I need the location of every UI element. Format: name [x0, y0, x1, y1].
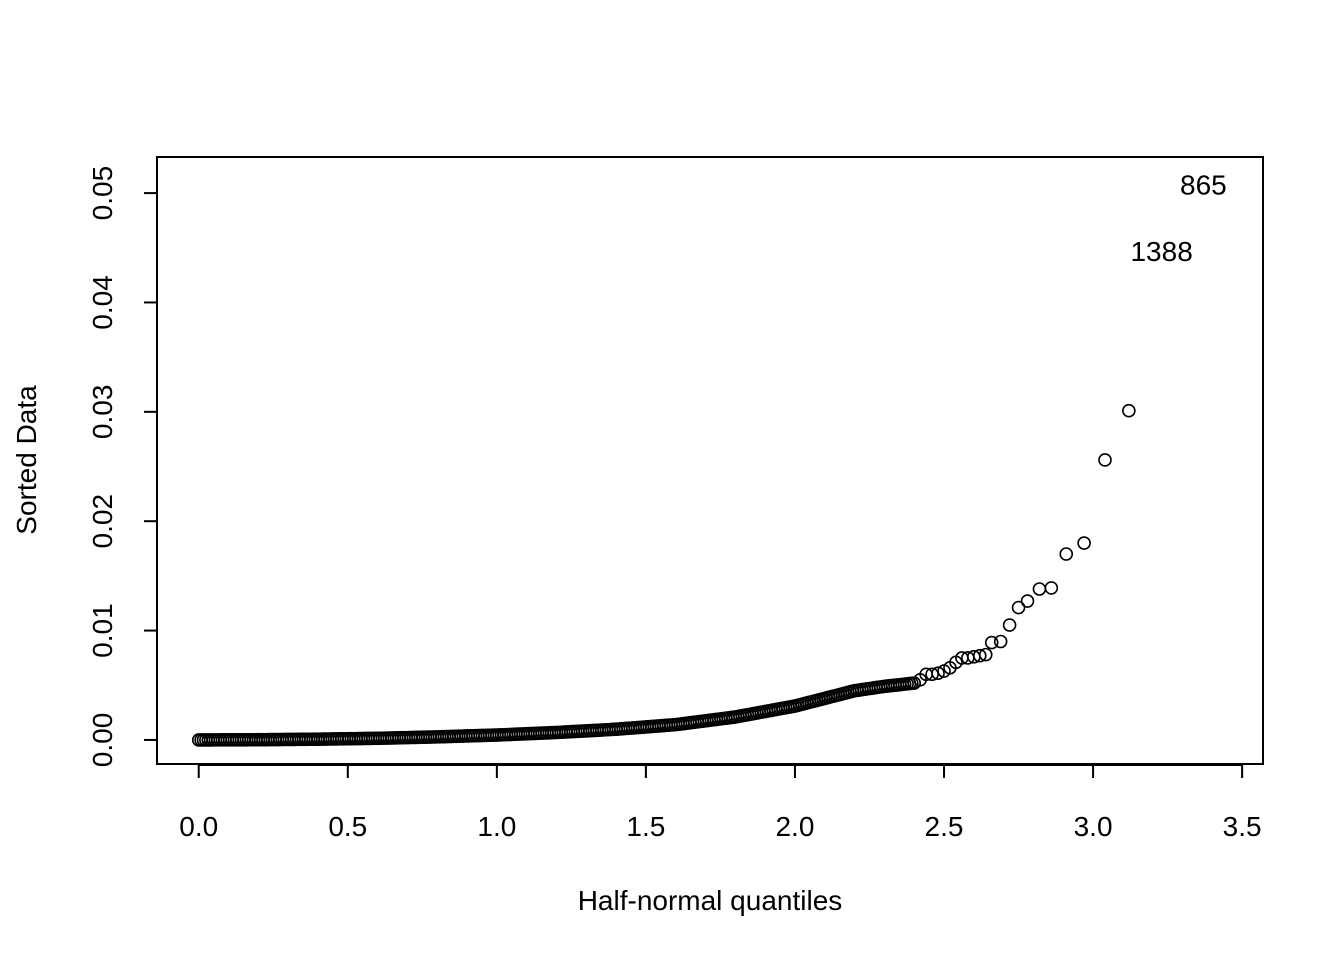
x-tick-label: 0.5 [328, 811, 367, 842]
point-annotation: 865 [1180, 169, 1227, 200]
data-point [984, 635, 999, 650]
data-points [191, 403, 1136, 747]
data-point [993, 634, 1008, 649]
data-point [972, 648, 987, 663]
data-point [1122, 403, 1136, 418]
y-tick-label: 0.05 [87, 166, 118, 221]
data-point [1059, 547, 1074, 561]
x-tick-label: 0.0 [179, 811, 218, 842]
x-axis: 0.0 0.5 1.0 1.5 2.0 2.5 3.0 3.5 [179, 764, 1262, 842]
x-tick-label: 2.5 [925, 811, 964, 842]
data-point [978, 647, 993, 662]
y-axis-label: Sorted Data [11, 385, 42, 535]
x-tick-label: 1.0 [477, 811, 516, 842]
y-tick-label: 0.04 [87, 275, 118, 330]
x-tick-label: 1.5 [626, 811, 665, 842]
x-tick-label: 3.5 [1223, 811, 1262, 842]
data-point [931, 666, 945, 681]
data-point [1020, 594, 1035, 608]
y-tick-label: 0.01 [87, 603, 118, 658]
data-point [1011, 600, 1026, 615]
data-point [1077, 536, 1091, 550]
data-point [1098, 453, 1112, 467]
x-tick-label: 3.0 [1074, 811, 1113, 842]
y-axis: 0.00 0.01 0.02 0.03 0.04 0.05 [87, 166, 158, 768]
data-point [1002, 618, 1017, 632]
point-annotations: 865 1388 [1130, 169, 1226, 267]
y-tick-label: 0.02 [87, 494, 118, 549]
x-tick-label: 2.0 [775, 811, 814, 842]
y-tick-label: 0.00 [87, 713, 118, 768]
y-tick-label: 0.03 [87, 385, 118, 440]
point-annotation: 1388 [1130, 236, 1192, 267]
data-point [1044, 581, 1059, 595]
x-axis-label: Half-normal quantiles [578, 885, 843, 916]
